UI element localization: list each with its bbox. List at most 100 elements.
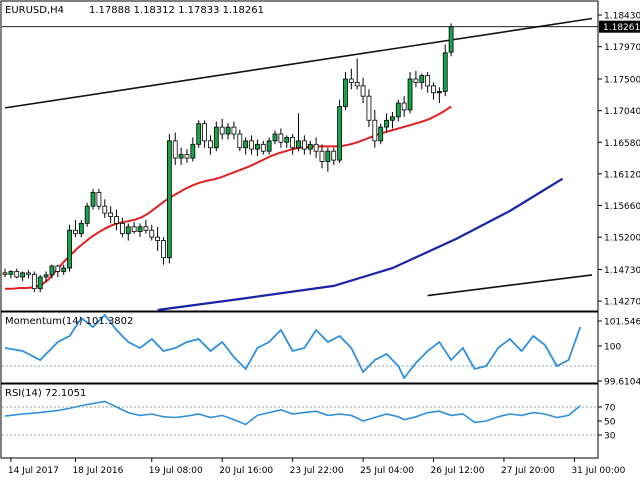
- candle: [137, 226, 143, 233]
- y-tick-label: 1.16580: [604, 139, 640, 149]
- candle: [255, 143, 260, 150]
- candle: [67, 229, 72, 269]
- y-tick-label: 1.14730: [604, 266, 640, 276]
- candle: [120, 222, 125, 235]
- candle: [249, 140, 254, 150]
- candle: [307, 143, 313, 150]
- candle: [143, 226, 149, 231]
- candle: [61, 267, 67, 272]
- y-tick-label: 1.15200: [604, 234, 640, 244]
- y-tick-label: 1.17970: [604, 43, 640, 53]
- candle: [8, 271, 14, 275]
- y-tick-label: 1.16120: [604, 170, 640, 180]
- candle: [125, 226, 131, 235]
- channel-lower-line: [427, 274, 593, 297]
- ohlc-label: 1.17888 1.18312 1.17833 1.18261: [89, 5, 264, 16]
- channel-upper-line: [4, 17, 593, 109]
- candle: [360, 85, 366, 97]
- momentum-label: Momentum(14) 101.3802: [5, 316, 133, 327]
- candle: [131, 226, 137, 233]
- candle: [390, 116, 395, 121]
- candle: [90, 192, 96, 207]
- candle: [372, 119, 378, 142]
- candle: [2, 272, 8, 275]
- candle: [43, 274, 49, 278]
- candle: [436, 90, 442, 94]
- y-tick-label: 1.14270: [604, 298, 640, 308]
- current-price-tag: [599, 20, 640, 33]
- candle: [161, 240, 166, 259]
- candle: [231, 126, 237, 135]
- candle: [184, 154, 190, 159]
- candle: [202, 123, 207, 142]
- rsi-line: [4, 400, 581, 426]
- candle: [384, 119, 389, 128]
- candle: [425, 75, 431, 87]
- rsi-plot: [2, 400, 598, 436]
- candle: [419, 75, 425, 83]
- candle: [78, 222, 84, 235]
- candle: [313, 143, 319, 152]
- y-tick-label: 1.17500: [604, 76, 640, 86]
- candle: [272, 133, 278, 142]
- candle: [413, 78, 419, 83]
- candle: [401, 102, 407, 111]
- candle: [114, 216, 119, 224]
- candle: [296, 140, 301, 149]
- x-tick-label: 14 Jul 2017: [8, 466, 59, 476]
- x-tick-label: 31 Jul 00:00: [571, 466, 625, 476]
- x-tick-label: 26 Jul 12:00: [431, 466, 485, 476]
- candle: [49, 265, 55, 276]
- y-tick-label: 1.17040: [604, 107, 640, 117]
- candle: [20, 272, 26, 278]
- candle: [219, 126, 225, 135]
- x-tick-label: 25 Jul 04:00: [360, 466, 414, 476]
- candle: [178, 154, 184, 159]
- candle: [301, 140, 307, 150]
- y-tick-label: 1.15660: [604, 202, 640, 212]
- candle: [155, 236, 161, 241]
- rsi-tick-label: 50: [604, 418, 616, 428]
- candle: [266, 140, 272, 152]
- candle: [31, 273, 37, 290]
- candle: [208, 140, 213, 149]
- candle: [343, 78, 348, 107]
- y-tick-label: 1.18430: [604, 12, 640, 22]
- current-price-label: 1.18261: [603, 23, 640, 33]
- candle: [26, 272, 31, 275]
- candle: [73, 229, 78, 235]
- candle: [166, 140, 172, 259]
- rsi-label: RSI(14) 72.1051: [5, 388, 86, 399]
- x-tick-label: 18 Jul 2016: [72, 466, 123, 476]
- time-axis: 14 Jul 2017 18 Jul 2016 19 Jul 08:00 20 Jul…: [8, 458, 626, 476]
- momentum-tick-label: 99.6104: [604, 378, 640, 388]
- momentum-line: [4, 313, 582, 380]
- candle: [243, 140, 249, 149]
- candle: [354, 82, 360, 87]
- price-pane: [0, 0, 599, 312]
- candle: [84, 205, 90, 224]
- candle: [284, 137, 290, 143]
- ma100-line: [157, 177, 564, 312]
- candle: [348, 78, 354, 83]
- candle: [331, 150, 337, 161]
- candle: [319, 150, 325, 162]
- momentum-tick-label: 101.5468: [604, 318, 640, 328]
- candle: [14, 271, 20, 278]
- candle: [96, 192, 102, 207]
- rsi-pane: [0, 383, 599, 459]
- candle: [149, 229, 155, 238]
- momentum-plot: [2, 313, 598, 380]
- candle: [102, 205, 108, 214]
- x-tick-label: 19 Jul 08:00: [149, 466, 203, 476]
- candle: [37, 276, 43, 290]
- candle: [108, 212, 114, 217]
- x-tick-label: 27 Jul 20:00: [501, 466, 555, 476]
- candle: [325, 150, 331, 162]
- candle: [225, 126, 231, 135]
- candle: [407, 78, 413, 111]
- rsi-tick-label: 70: [604, 404, 616, 414]
- candle: [290, 137, 296, 149]
- candle: [442, 52, 448, 92]
